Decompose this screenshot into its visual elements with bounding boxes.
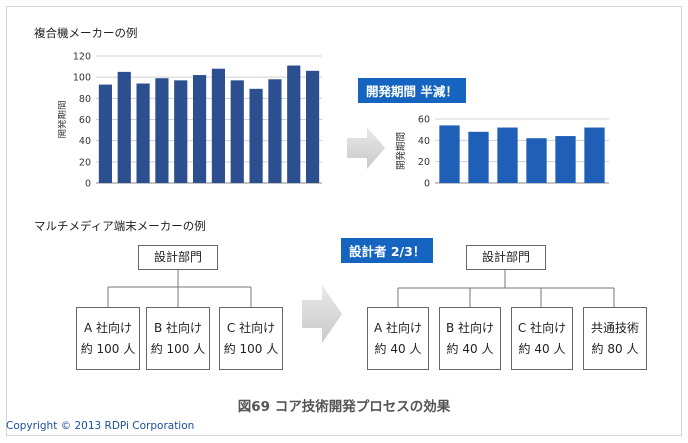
chart-before-bar — [192, 75, 207, 183]
chart-after-bar — [526, 138, 547, 183]
chart-before-bar — [136, 83, 150, 183]
chart-before-y-axis-label: 開発期間 — [58, 100, 68, 138]
chart-before-bar — [155, 78, 169, 183]
chart-before-bar — [287, 65, 301, 183]
org-root-before: 設計部門 — [138, 245, 218, 270]
chart-before-y-tick-label: 80 — [79, 94, 91, 105]
section-title-mfp: 複合機メーカーの例 — [34, 26, 138, 40]
chart-before-y-tick-label: 60 — [79, 115, 91, 126]
org-node-b-after: B 社向け約 40 人 — [439, 307, 501, 370]
chart-after-y-tick-label: 20 — [418, 157, 430, 168]
org-node-c-before: C 社向け約 100 人 — [219, 307, 283, 370]
copyright-notice: Copyright © 2013 RDPi Corporation — [6, 420, 195, 432]
chart-after-bar — [497, 127, 518, 183]
arrow-right-icon-bottom — [302, 285, 342, 343]
org-node-a-before: A 社向け約 100 人 — [76, 307, 140, 370]
chart-after-bar — [439, 125, 460, 183]
chart-before-bar — [249, 88, 263, 183]
arrow-right-icon-top — [347, 127, 385, 169]
chart-after: 0 20 40 60 開発期間 — [395, 115, 609, 190]
chart-after-y-axis-label: 開発期間 — [395, 132, 407, 170]
org-node-common-after: 共通技術約 80 人 — [583, 307, 647, 370]
chart-before-y-tick-label: 100 — [73, 73, 91, 84]
chart-before-bar — [117, 71, 131, 183]
badge-designers-two-thirds: 設計者 2/3！ — [341, 238, 434, 263]
chart-before-y-tick-label: 120 — [73, 52, 91, 63]
badge-dev-time-halved: 開発期間 半減！ — [358, 78, 466, 103]
figure-caption: 図69 コア技術開発プロセスの効果 — [237, 399, 451, 415]
chart-before-y-tick-label: 0 — [85, 179, 91, 190]
chart-after-y-tick-label: 0 — [424, 179, 430, 190]
chart-before-bar — [230, 80, 244, 183]
section-title-multimedia: マルチメディア端末メーカーの例 — [34, 219, 206, 233]
chart-before: 0 20 40 60 80 100 120 開発期間 — [58, 52, 322, 190]
chart-before-bar — [98, 84, 113, 183]
chart-before-y-tick-label: 40 — [79, 136, 91, 147]
chart-after-bar — [584, 127, 605, 183]
chart-before-bar — [305, 70, 320, 183]
chart-before-bar — [268, 79, 282, 183]
org-node-c-after: C 社向け約 40 人 — [511, 307, 573, 370]
chart-before-bar — [174, 80, 188, 183]
org-root-after: 設計部門 — [466, 245, 546, 270]
chart-after-y-tick-label: 60 — [418, 115, 430, 126]
chart-before-bar — [211, 68, 226, 183]
chart-after-bar — [468, 131, 489, 183]
chart-after-bar — [555, 136, 576, 183]
org-node-b-before: B 社向け約 100 人 — [146, 307, 210, 370]
chart-after-y-tick-label: 40 — [418, 136, 430, 147]
chart-before-y-tick-label: 20 — [79, 157, 91, 168]
org-node-a-after: A 社向け約 40 人 — [367, 307, 429, 370]
